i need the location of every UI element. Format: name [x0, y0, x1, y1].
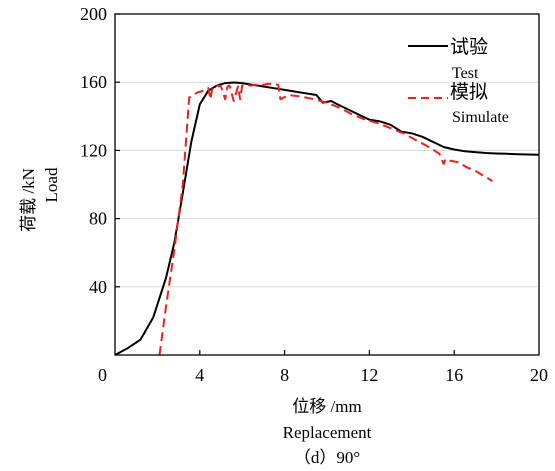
x-tick-label: 8: [280, 365, 289, 385]
x-tick-label: 20: [530, 365, 548, 385]
figure-caption: （d）90°: [294, 448, 360, 467]
grid: [115, 81, 539, 288]
x-tick-label: 0: [98, 365, 107, 385]
x-axis-label: 位移 /mm: [292, 397, 361, 416]
legend: 试验 Test 模拟 Simulate: [408, 36, 509, 126]
series-line-1: [158, 82, 493, 356]
x-axis-label-en: Replacement: [283, 423, 372, 442]
y-tick-label: 80: [89, 209, 107, 229]
y-tick-label: 160: [80, 72, 107, 92]
plot-frame: [114, 13, 540, 356]
y-axis-label: 荷载 /kN: [19, 168, 38, 232]
y-tick-label: 40: [89, 277, 107, 297]
legend-simulate-label-en: Simulate: [452, 109, 509, 126]
legend-test-label: 试验: [450, 36, 488, 58]
x-tick-label: 4: [195, 365, 204, 385]
x-tick-label: 12: [360, 365, 378, 385]
legend-simulate-label: 模拟: [450, 81, 488, 103]
tick-layer: 40 80 120 160 200 0 4 8 12 16 20: [80, 4, 548, 385]
y-axis-label-en: Load: [42, 167, 61, 202]
y-tick-label: 120: [80, 140, 107, 160]
series-line-0: [114, 81, 540, 356]
series-layer: [114, 81, 540, 356]
legend-test-label-en: Test: [452, 65, 479, 82]
y-tick-label: 200: [80, 4, 107, 24]
x-tick-label: 16: [445, 365, 463, 385]
